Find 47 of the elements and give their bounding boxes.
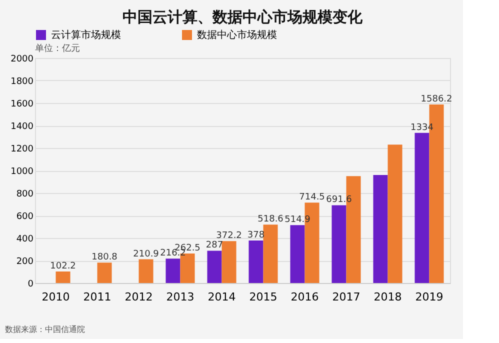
x-tick-label: 2017 [332, 290, 360, 304]
x-tick-label: 2015 [249, 290, 278, 304]
y-tick-label: 0 [28, 280, 34, 290]
data-label: 1586.2 [420, 94, 452, 105]
x-tick-label: 2016 [290, 290, 319, 304]
bar [166, 258, 180, 283]
x-tick-label: 2010 [42, 290, 70, 304]
x-tick-label: 2019 [415, 290, 444, 304]
x-tick-label: 2018 [374, 290, 402, 304]
bar [290, 225, 305, 283]
y-tick-label: 1400 [10, 122, 34, 132]
data-label: 216.2 [160, 248, 186, 259]
y-tick-label: 400 [16, 234, 34, 244]
bar [97, 262, 112, 283]
x-tick-label: 2013 [166, 290, 194, 304]
bar [414, 132, 430, 283]
bar [207, 250, 222, 283]
text: 单位：亿元 [35, 43, 80, 54]
y-tick-label: 1200 [10, 144, 34, 154]
y-tick-label: 200 [16, 257, 34, 267]
legend-label: 数据中心市场规模 [197, 29, 277, 41]
y-tick-label: 600 [16, 212, 34, 222]
source-note: 数据来源：中国信通院 [5, 325, 85, 334]
data-label: 102.2 [50, 262, 76, 272]
chart-title: 中国云计算、数据中心市场规模变化 [122, 8, 364, 26]
data-label: 180.8 [92, 252, 118, 263]
bar [222, 241, 236, 283]
y-tick-label: 1000 [10, 167, 34, 177]
bar [248, 240, 264, 283]
x-tick-label: 2012 [124, 290, 153, 304]
bar [373, 175, 388, 283]
bar [388, 144, 402, 283]
bar [263, 224, 278, 283]
bar [138, 259, 154, 283]
y-tick-label: 1800 [10, 77, 34, 87]
data-label: 210.9 [133, 249, 160, 260]
y-tick-label: 2000 [10, 54, 34, 64]
data-label: 518.6 [258, 214, 284, 225]
x-tick-label: 2011 [83, 290, 112, 304]
bar [56, 272, 70, 283]
legend-label: 云计算市场规模 [51, 29, 121, 41]
y-tick-label: 800 [16, 190, 34, 200]
bar [332, 205, 346, 283]
data-label: 714.5 [299, 192, 325, 203]
x-tick-label: 2014 [208, 290, 236, 304]
data-label: 372.2 [216, 231, 242, 242]
y-tick-label: 1600 [10, 100, 34, 110]
